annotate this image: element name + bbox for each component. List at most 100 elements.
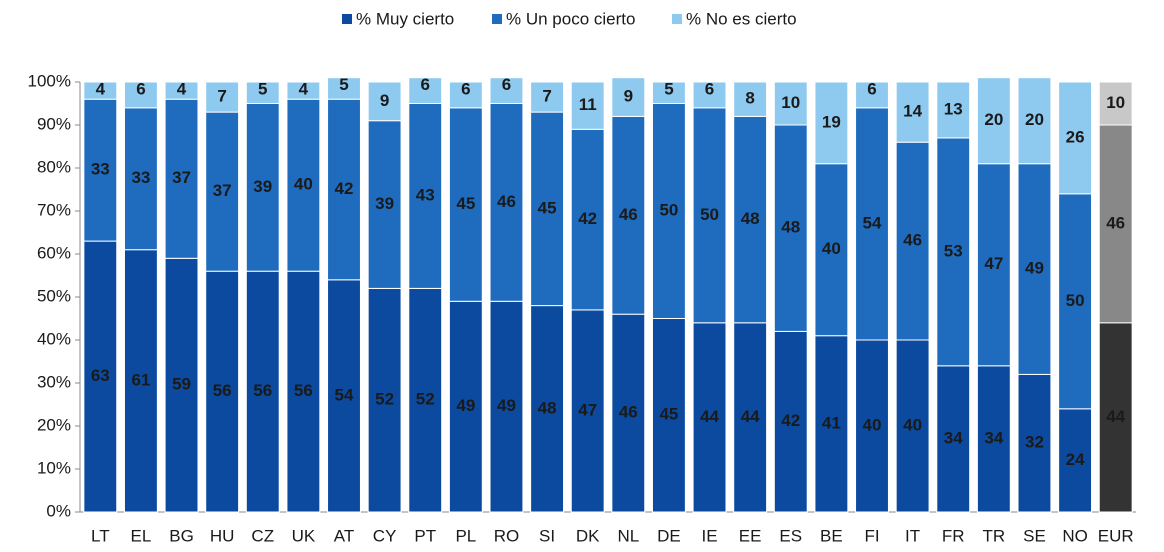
data-label: 6 xyxy=(461,79,470,98)
bar-segment xyxy=(123,249,158,513)
x-tick-label: IT xyxy=(905,526,920,545)
x-tick-label: UK xyxy=(292,526,316,545)
data-label: 52 xyxy=(375,390,394,409)
bar-segment xyxy=(245,270,280,513)
x-tick-label: TR xyxy=(983,526,1006,545)
data-label: 10 xyxy=(1106,93,1125,112)
legend-swatch xyxy=(492,14,502,24)
data-label: 7 xyxy=(542,87,551,106)
x-tick-label: BE xyxy=(820,526,843,545)
bar-segment xyxy=(773,81,808,126)
data-label: 14 xyxy=(903,102,922,121)
bar-segment xyxy=(327,279,361,513)
data-label: 19 xyxy=(822,112,841,131)
data-label: 26 xyxy=(1066,127,1085,146)
data-label: 6 xyxy=(705,79,714,98)
legend-swatch xyxy=(342,14,352,24)
data-label: 5 xyxy=(339,75,348,94)
bar-segment xyxy=(773,330,808,513)
data-label: 63 xyxy=(91,366,110,385)
y-tick-label: 90% xyxy=(37,114,71,133)
x-tick-label: EL xyxy=(131,526,152,545)
legend-swatch xyxy=(672,14,682,24)
x-tick-label: EUR xyxy=(1098,526,1134,545)
data-label: 59 xyxy=(172,375,191,394)
legend-label: % No es cierto xyxy=(686,9,797,28)
bar-segment xyxy=(814,81,849,165)
bar-segment xyxy=(530,305,565,513)
data-label: 44 xyxy=(741,407,760,426)
data-label: 5 xyxy=(664,79,673,98)
data-label: 42 xyxy=(335,179,354,198)
bar-segment xyxy=(936,137,971,367)
bar-segment xyxy=(448,81,483,109)
bar-segment xyxy=(286,270,321,513)
bar-segment xyxy=(651,318,686,513)
data-label: 53 xyxy=(944,241,963,260)
bar-segment xyxy=(408,103,443,289)
data-label: 13 xyxy=(944,99,963,118)
data-label: 44 xyxy=(700,407,719,426)
bar-segment xyxy=(1058,81,1093,195)
x-tick-label: PL xyxy=(455,526,476,545)
bar-segment xyxy=(286,98,321,272)
bar-segment xyxy=(205,81,240,113)
data-label: 47 xyxy=(984,254,1003,273)
bar-segment xyxy=(327,77,361,100)
bar-segment xyxy=(855,339,889,513)
bar-segment xyxy=(1098,124,1133,324)
x-tick-label: ES xyxy=(779,526,802,545)
data-label: 34 xyxy=(944,428,963,447)
data-label: 45 xyxy=(456,194,475,213)
data-label: 46 xyxy=(619,205,638,224)
data-label: 11 xyxy=(579,95,597,114)
data-label: 49 xyxy=(1025,259,1044,278)
bar-segment xyxy=(570,128,605,311)
x-tick-label: RO xyxy=(494,526,520,545)
bar-segment xyxy=(733,81,768,117)
bar-segment xyxy=(448,300,483,513)
bar-segment xyxy=(408,287,443,513)
data-label: 42 xyxy=(781,411,800,430)
bar-segment xyxy=(1098,322,1133,513)
data-label: 40 xyxy=(903,415,922,434)
data-label: 4 xyxy=(299,79,309,98)
y-tick-label: 20% xyxy=(37,415,71,434)
y-tick-label: 50% xyxy=(37,286,71,305)
bar-segment xyxy=(855,107,889,341)
bar-segment xyxy=(530,81,565,113)
data-label: 50 xyxy=(700,205,719,224)
data-label: 6 xyxy=(420,75,429,94)
data-label: 45 xyxy=(538,198,557,217)
data-label: 24 xyxy=(1066,450,1085,469)
data-label: 4 xyxy=(96,79,106,98)
data-label: 54 xyxy=(335,385,354,404)
data-label: 39 xyxy=(375,194,394,213)
data-label: 32 xyxy=(1025,433,1044,452)
bar-segment xyxy=(814,163,849,337)
x-tick-label: SE xyxy=(1023,526,1046,545)
data-label: 47 xyxy=(578,400,597,419)
bar-segment xyxy=(83,81,118,100)
bar-segment xyxy=(895,141,930,341)
data-label: 44 xyxy=(1106,407,1125,426)
x-tick-label: EE xyxy=(739,526,762,545)
x-tick-label: LT xyxy=(91,526,110,545)
y-tick-label: 100% xyxy=(28,71,71,90)
bar-segment xyxy=(976,365,1011,513)
bar-segment xyxy=(855,81,889,109)
bar-segment xyxy=(245,103,280,272)
bar-segment xyxy=(83,98,118,242)
bar-segment xyxy=(123,107,158,251)
bar-segment xyxy=(123,81,158,109)
data-label: 46 xyxy=(619,403,638,422)
x-tick-label: IE xyxy=(702,526,718,545)
data-label: 6 xyxy=(502,75,511,94)
data-label: 6 xyxy=(867,79,876,98)
data-label: 43 xyxy=(416,185,435,204)
data-label: 33 xyxy=(91,160,110,179)
bar-segment xyxy=(895,339,930,513)
y-tick-label: 80% xyxy=(37,157,71,176)
x-tick-label: DE xyxy=(657,526,681,545)
bar-segment xyxy=(611,77,646,117)
